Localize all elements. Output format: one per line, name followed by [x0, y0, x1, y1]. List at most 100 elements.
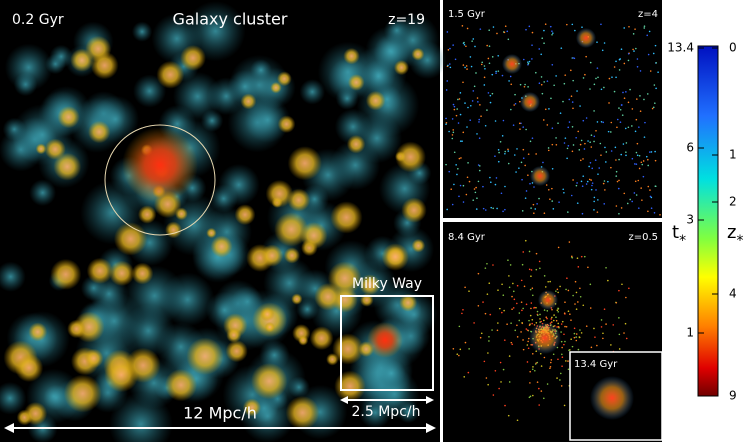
- particle: [514, 93, 516, 96]
- particle: [618, 158, 620, 161]
- particle: [509, 75, 512, 78]
- particle: [445, 121, 448, 124]
- particle: [619, 121, 622, 123]
- particle: [454, 58, 457, 61]
- particle: [589, 307, 592, 309]
- particle: [553, 84, 555, 87]
- particle: [487, 383, 489, 386]
- particle: [584, 73, 586, 76]
- particle: [510, 83, 513, 86]
- particle: [491, 73, 494, 76]
- particle: [448, 130, 450, 133]
- particle: [508, 80, 510, 82]
- particle: [522, 157, 525, 160]
- particle: [482, 207, 485, 210]
- particle: [531, 137, 534, 139]
- particle: [547, 280, 549, 283]
- particle: [495, 72, 497, 74]
- particle: [566, 157, 568, 160]
- particle: [612, 324, 615, 326]
- particle: [636, 142, 639, 145]
- particle: [529, 370, 531, 373]
- particle: [496, 207, 498, 210]
- particle: [509, 264, 512, 266]
- particle: [625, 296, 627, 299]
- particle: [456, 353, 459, 356]
- particle: [532, 394, 534, 397]
- particle: [646, 93, 649, 95]
- halo: [131, 262, 154, 285]
- particle: [589, 141, 591, 144]
- particle: [589, 88, 591, 90]
- particle: [593, 327, 595, 330]
- particle: [488, 282, 491, 285]
- particle: [551, 30, 553, 32]
- particle: [528, 324, 531, 326]
- particle: [639, 70, 642, 72]
- particle: [535, 71, 537, 74]
- particle: [504, 208, 506, 211]
- particle: [549, 361, 552, 364]
- particle: [507, 162, 510, 165]
- particle: [483, 360, 486, 363]
- particle: [484, 209, 487, 211]
- particle: [591, 182, 594, 184]
- particle: [502, 368, 505, 371]
- particle: [498, 151, 500, 154]
- particle: [499, 361, 502, 364]
- time-label: 0.2 Gyr: [12, 12, 64, 28]
- particle: [549, 365, 552, 368]
- particle: [528, 60, 531, 63]
- particle: [475, 72, 477, 74]
- particle: [520, 122, 522, 125]
- gas-cloud: [160, 272, 215, 327]
- particle: [522, 251, 525, 253]
- halo: [113, 222, 148, 256]
- halo: [86, 257, 113, 284]
- particle: [564, 137, 567, 139]
- particle: [570, 194, 573, 197]
- particle: [529, 288, 532, 291]
- particle: [486, 109, 488, 111]
- particle: [468, 180, 471, 183]
- particle: [622, 91, 624, 94]
- particle: [494, 369, 497, 372]
- particle: [523, 85, 526, 88]
- simulation-image: [0, 1, 661, 442]
- particle: [463, 376, 466, 378]
- particle: [643, 98, 645, 101]
- particle: [480, 332, 483, 335]
- particle: [568, 121, 571, 123]
- particle: [462, 308, 464, 311]
- particle: [507, 148, 509, 151]
- particle: [636, 154, 639, 157]
- particle: [549, 25, 552, 28]
- particle: [615, 60, 617, 63]
- particle: [495, 70, 497, 73]
- particle: [500, 192, 503, 195]
- particle: [516, 148, 518, 150]
- particle: [596, 41, 598, 43]
- particle: [563, 191, 565, 194]
- particle: [544, 108, 547, 111]
- particle: [602, 332, 604, 335]
- particle: [560, 47, 563, 49]
- particle: [603, 308, 606, 311]
- particle: [574, 29, 576, 32]
- label: t: [672, 222, 679, 243]
- particle: [644, 121, 646, 124]
- particle: [453, 151, 456, 154]
- particle: [577, 130, 580, 133]
- halo: [137, 205, 157, 224]
- particle: [527, 61, 529, 63]
- particle: [582, 119, 585, 122]
- particle: [634, 180, 637, 183]
- particle: [590, 188, 593, 191]
- particle: [506, 323, 508, 326]
- particle: [502, 210, 504, 213]
- particle: [651, 107, 654, 110]
- particle: [622, 143, 625, 145]
- particle: [494, 183, 497, 186]
- particle: [459, 113, 462, 116]
